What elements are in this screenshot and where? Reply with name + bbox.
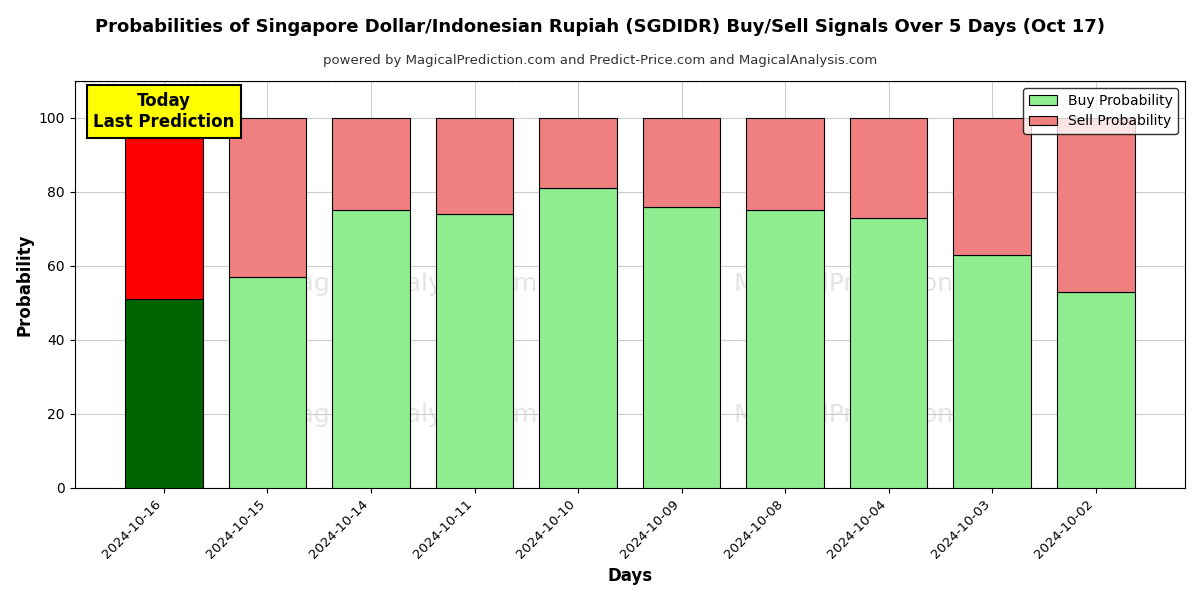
Text: MagicalPrediction.com: MagicalPrediction.com — [733, 403, 1015, 427]
X-axis label: Days: Days — [607, 567, 653, 585]
Bar — [953, 255, 1031, 488]
Text: Today
Last Prediction: Today Last Prediction — [94, 92, 235, 131]
Bar — [436, 118, 514, 214]
Bar — [229, 277, 306, 488]
Text: MagicalAnalysis.com: MagicalAnalysis.com — [277, 403, 538, 427]
Bar — [746, 118, 824, 211]
Bar — [125, 118, 203, 299]
Bar — [539, 188, 617, 488]
Bar — [1057, 292, 1134, 488]
Text: powered by MagicalPrediction.com and Predict-Price.com and MagicalAnalysis.com: powered by MagicalPrediction.com and Pre… — [323, 54, 877, 67]
Bar — [229, 118, 306, 277]
Bar — [125, 299, 203, 488]
Bar — [332, 118, 410, 211]
Text: MagicalAnalysis.com: MagicalAnalysis.com — [277, 272, 538, 296]
Bar — [332, 211, 410, 488]
Bar — [539, 118, 617, 188]
Bar — [643, 118, 720, 207]
Bar — [953, 118, 1031, 255]
Text: MagicalPrediction.com: MagicalPrediction.com — [733, 272, 1015, 296]
Y-axis label: Probability: Probability — [16, 233, 34, 336]
Bar — [746, 211, 824, 488]
Bar — [643, 207, 720, 488]
Bar — [436, 214, 514, 488]
Bar — [850, 118, 928, 218]
Bar — [1057, 118, 1134, 292]
Bar — [850, 218, 928, 488]
Text: Probabilities of Singapore Dollar/Indonesian Rupiah (SGDIDR) Buy/Sell Signals Ov: Probabilities of Singapore Dollar/Indone… — [95, 18, 1105, 36]
Legend: Buy Probability, Sell Probability: Buy Probability, Sell Probability — [1024, 88, 1178, 134]
